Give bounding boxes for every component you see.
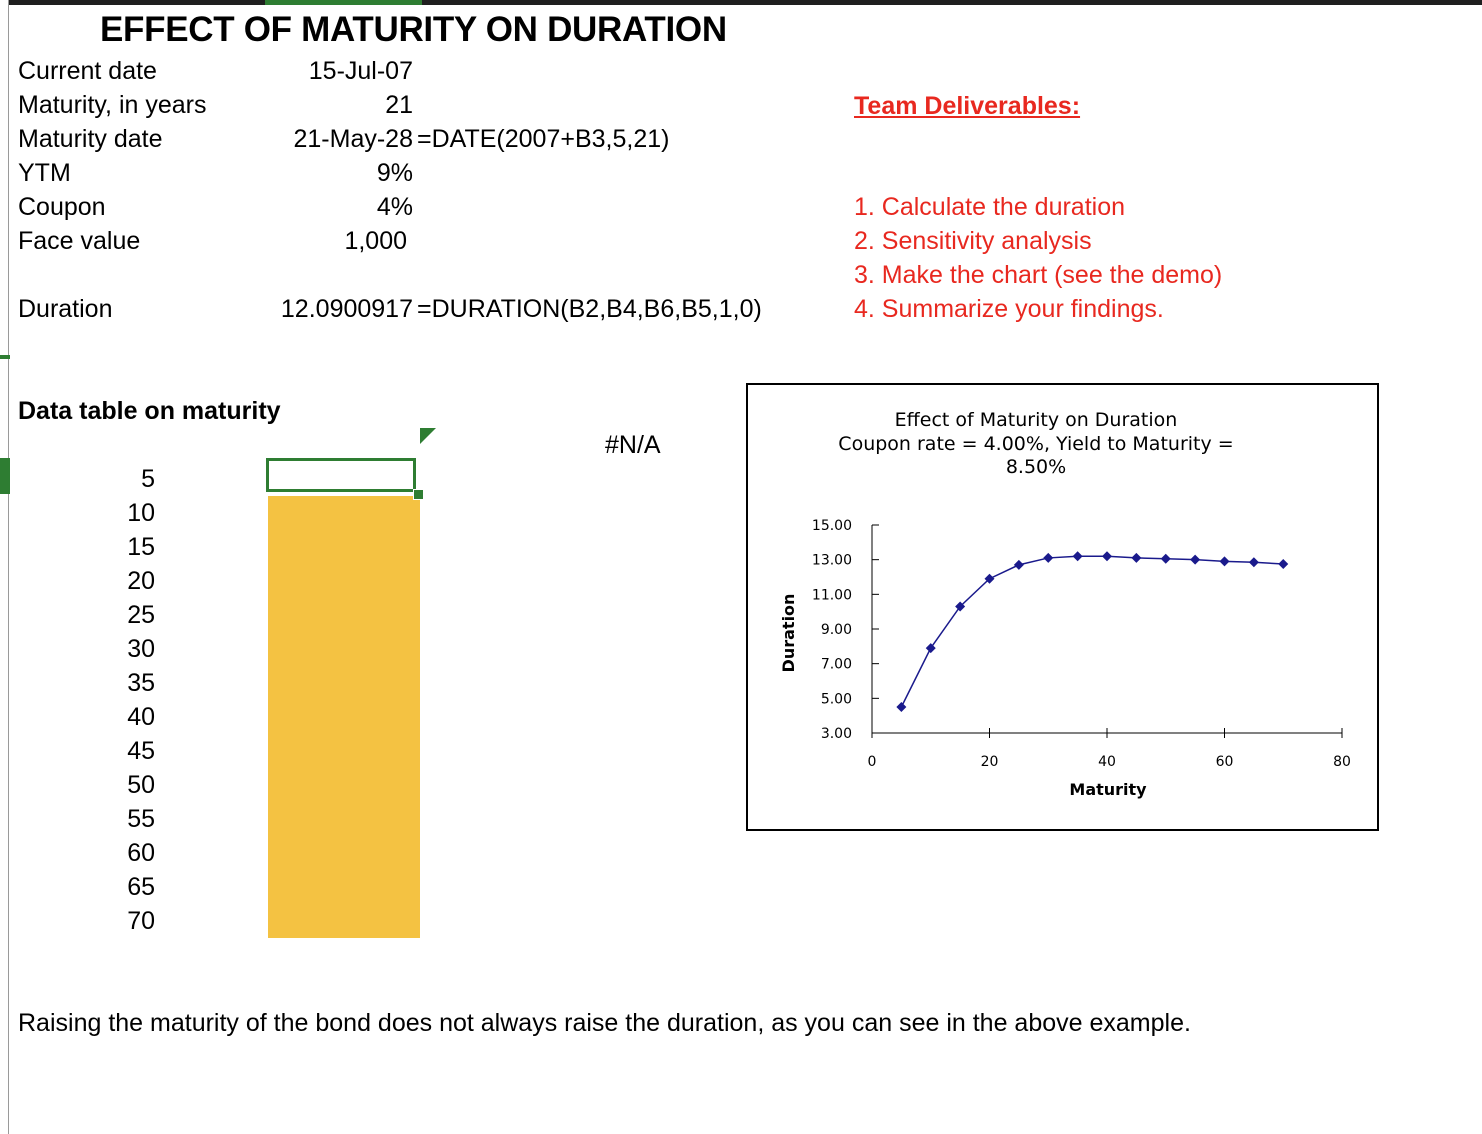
maturity-cell[interactable]: 35 bbox=[127, 669, 155, 697]
data-table-heading[interactable]: Data table on maturity bbox=[18, 397, 281, 425]
summary-text[interactable]: Raising the maturity of the bond does no… bbox=[18, 1009, 1191, 1037]
input-value[interactable]: 9% bbox=[376, 159, 413, 187]
data-point bbox=[1131, 552, 1142, 563]
data-point bbox=[1219, 556, 1230, 567]
deliverable-item[interactable]: 2. Sensitivity analysis bbox=[854, 227, 1092, 255]
input-value[interactable]: 1,000 bbox=[344, 227, 407, 255]
x-axis-label: Maturity bbox=[1069, 780, 1147, 799]
data-point bbox=[1190, 554, 1201, 565]
data-point bbox=[1102, 551, 1112, 562]
maturity-cell[interactable]: 30 bbox=[127, 635, 155, 663]
deliverable-item[interactable]: 4. Summarize your findings. bbox=[854, 295, 1164, 323]
data-point bbox=[1248, 557, 1259, 568]
selected-cell[interactable] bbox=[266, 458, 416, 492]
deliverable-item[interactable]: 3. Make the chart (see the demo) bbox=[854, 261, 1223, 289]
maturity-cell[interactable]: 20 bbox=[127, 567, 155, 595]
data-point bbox=[1278, 559, 1289, 569]
data-point bbox=[1072, 551, 1083, 562]
data-point bbox=[896, 702, 907, 712]
input-value[interactable]: 21-May-28 bbox=[293, 125, 414, 153]
duration-chart[interactable]: Effect of Maturity on Duration Coupon rat… bbox=[746, 383, 1379, 831]
selected-row-indicator bbox=[0, 458, 10, 494]
row-indicator bbox=[0, 355, 10, 359]
input-formula[interactable]: =DATE(2007+B3,5,21) bbox=[417, 125, 670, 153]
chart-subtitle-2: 8.50% bbox=[1006, 456, 1066, 478]
data-point bbox=[1160, 553, 1171, 564]
maturity-cell[interactable]: 65 bbox=[127, 873, 155, 901]
input-label[interactable]: YTM bbox=[18, 159, 71, 187]
y-tick-label: 13.00 bbox=[812, 553, 852, 569]
data-point bbox=[1043, 552, 1054, 563]
column-header-border bbox=[0, 0, 1482, 5]
series-line bbox=[900, 555, 1284, 708]
na-cell[interactable]: #N/A bbox=[605, 431, 661, 459]
maturity-cell[interactable]: 5 bbox=[141, 465, 155, 493]
y-axis-label: Duration bbox=[779, 594, 798, 673]
x-tick-label: 60 bbox=[1216, 754, 1234, 770]
data-point bbox=[1013, 559, 1024, 570]
data-table-results-range[interactable] bbox=[268, 496, 420, 938]
maturity-cell[interactable]: 60 bbox=[127, 839, 155, 867]
y-tick-label: 9.00 bbox=[821, 622, 852, 638]
sheet-title: EFFECT OF MATURITY ON DURATION bbox=[100, 10, 727, 49]
y-tick-label: 7.00 bbox=[821, 657, 852, 673]
fill-handle[interactable] bbox=[413, 489, 424, 500]
maturity-cell[interactable]: 25 bbox=[127, 601, 155, 629]
row-header-strip bbox=[0, 0, 10, 1134]
chart-subtitle: Coupon rate = 4.00%, Yield to Maturity = bbox=[838, 433, 1233, 455]
x-tick-label: 20 bbox=[981, 754, 999, 770]
input-label[interactable]: Face value bbox=[18, 227, 141, 255]
input-value[interactable]: 15-Jul-07 bbox=[308, 57, 413, 85]
data-point bbox=[925, 643, 936, 654]
duration-formula[interactable]: =DURATION(B2,B4,B6,B5,1,0) bbox=[417, 295, 762, 323]
data-point bbox=[955, 601, 966, 612]
duration-value[interactable]: 12.0900917 bbox=[280, 295, 413, 323]
maturity-cell[interactable]: 45 bbox=[127, 737, 155, 765]
y-tick-label: 5.00 bbox=[821, 691, 852, 707]
y-tick-label: 3.00 bbox=[821, 726, 852, 742]
data-point bbox=[984, 573, 995, 584]
deliverable-item[interactable]: 1. Calculate the duration bbox=[854, 193, 1126, 221]
input-value[interactable]: 4% bbox=[376, 193, 413, 221]
deliverables-heading[interactable]: Team Deliverables: bbox=[854, 92, 1081, 120]
x-tick-label: 0 bbox=[868, 754, 877, 770]
error-indicator-icon bbox=[420, 428, 436, 444]
y-tick-label: 11.00 bbox=[812, 587, 852, 603]
x-tick-label: 80 bbox=[1333, 754, 1351, 770]
maturity-cell[interactable]: 50 bbox=[127, 771, 155, 799]
input-label[interactable]: Coupon bbox=[18, 193, 106, 221]
duration-label[interactable]: Duration bbox=[18, 295, 113, 323]
input-label[interactable]: Maturity, in years bbox=[18, 91, 207, 119]
x-tick-label: 40 bbox=[1098, 754, 1116, 770]
maturity-cell[interactable]: 15 bbox=[127, 533, 155, 561]
maturity-cell[interactable]: 40 bbox=[127, 703, 155, 731]
selected-column-indicator bbox=[265, 0, 422, 5]
maturity-cell[interactable]: 10 bbox=[127, 499, 155, 527]
chart-title: Effect of Maturity on Duration bbox=[895, 409, 1178, 431]
maturity-cell[interactable]: 70 bbox=[127, 907, 155, 935]
input-label[interactable]: Current date bbox=[18, 57, 157, 85]
maturity-cell[interactable]: 55 bbox=[127, 805, 155, 833]
y-tick-label: 15.00 bbox=[812, 518, 852, 534]
input-value[interactable]: 21 bbox=[385, 91, 413, 119]
input-label[interactable]: Maturity date bbox=[18, 125, 163, 153]
